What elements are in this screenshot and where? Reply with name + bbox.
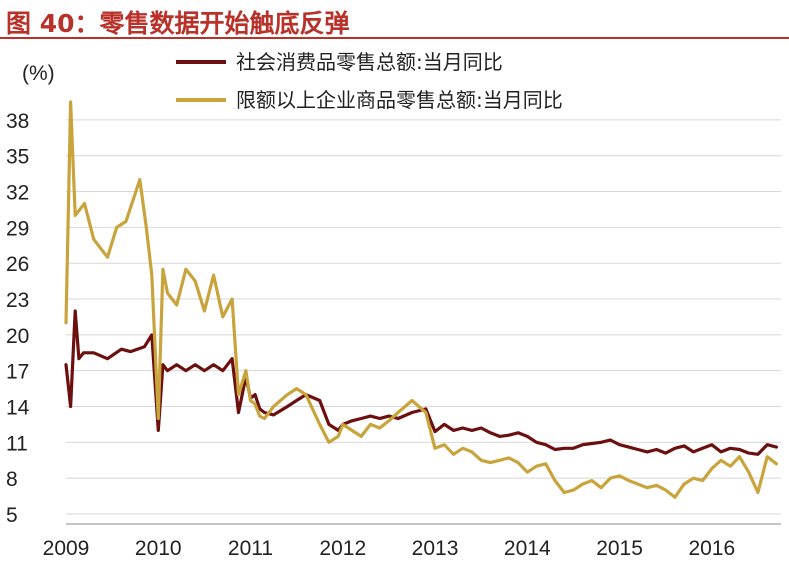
x-axis: 2009 2010 2011 2012 2013 2014 2015 2016 bbox=[43, 523, 781, 560]
x-tick-label: 2016 bbox=[688, 537, 735, 560]
y-tick-label: 26 bbox=[6, 253, 29, 276]
figure-header: 图 40：零售数据开始触底反弹 bbox=[0, 0, 789, 39]
y-tick-label: 17 bbox=[6, 361, 29, 384]
x-tick-label: 2013 bbox=[412, 537, 459, 560]
y-tick-label: 5 bbox=[6, 504, 18, 527]
gridlines bbox=[66, 119, 781, 515]
x-tick-label: 2012 bbox=[319, 537, 366, 560]
x-tick-label: 2011 bbox=[228, 537, 273, 560]
y-tick-label: 38 bbox=[6, 110, 29, 133]
y-tick-label: 8 bbox=[6, 468, 18, 491]
series-line-1 bbox=[64, 309, 779, 456]
x-tick-label: 2010 bbox=[135, 537, 182, 560]
legend-label-1: 社会消费品零售总额:当月同比 bbox=[236, 50, 503, 74]
title-underline bbox=[0, 37, 789, 39]
y-tick-label: 32 bbox=[6, 182, 29, 205]
y-axis-unit-label: (%) bbox=[22, 62, 55, 85]
series-lines bbox=[64, 100, 779, 499]
y-tick-label: 23 bbox=[6, 289, 29, 312]
y-tick-label: 20 bbox=[6, 325, 29, 348]
y-tick-label: 11 bbox=[6, 432, 28, 455]
x-tick-label: 2015 bbox=[596, 537, 643, 560]
x-tick-label: 2014 bbox=[504, 537, 551, 560]
y-tick-label: 14 bbox=[6, 397, 30, 420]
x-tick-label: 2009 bbox=[43, 537, 90, 560]
legend-label-2: 限额以上企业商品零售总额:当月同比 bbox=[236, 88, 563, 112]
y-tick-label: 35 bbox=[6, 146, 29, 169]
figure-title: 图 40：零售数据开始触底反弹 bbox=[6, 9, 350, 38]
series-line-2 bbox=[64, 100, 779, 499]
y-axis: (%) 5 8 11 14 17 20 23 26 29 32 35 38 bbox=[6, 62, 55, 527]
y-tick-label: 29 bbox=[6, 217, 29, 240]
